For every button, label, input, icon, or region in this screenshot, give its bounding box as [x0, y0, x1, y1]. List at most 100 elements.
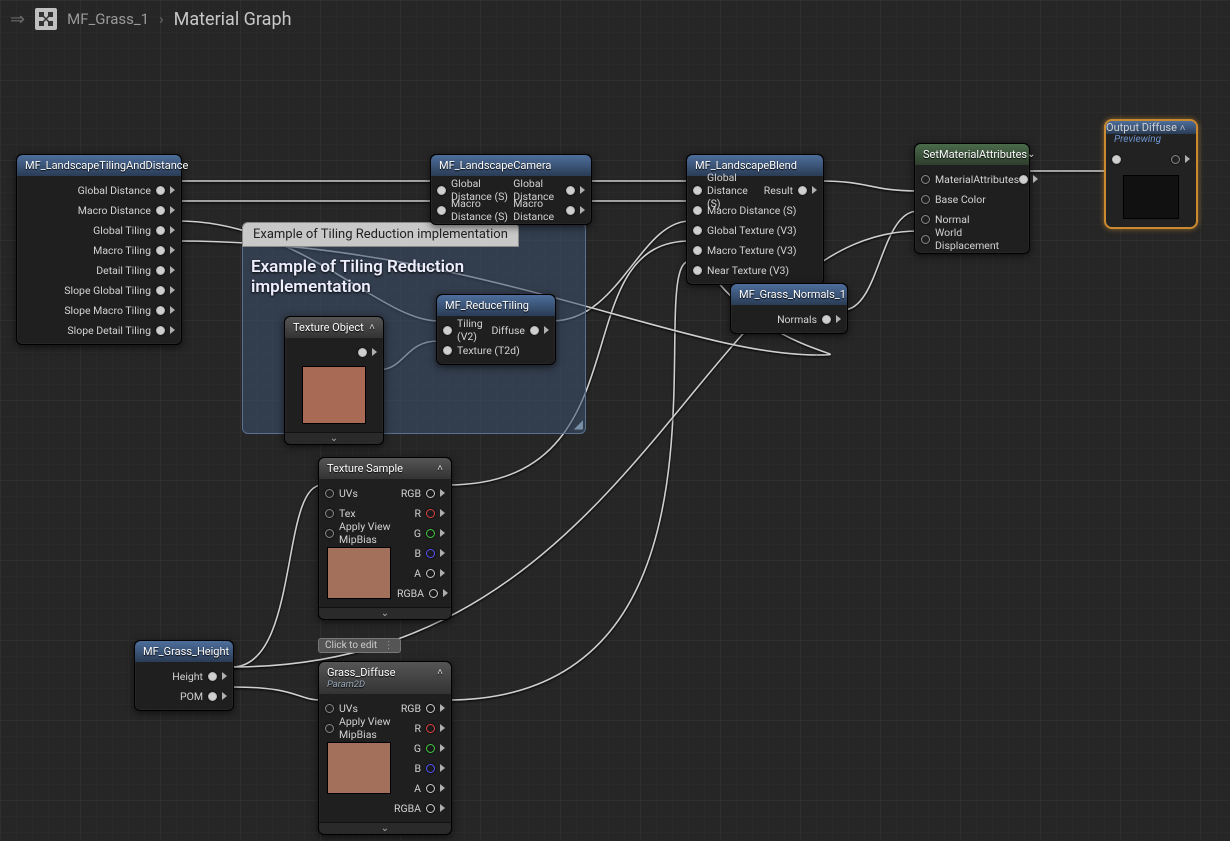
- collapse-toggle[interactable]: ⌄: [285, 432, 383, 444]
- texture-preview[interactable]: [327, 742, 391, 794]
- node-header[interactable]: Texture Object ˄: [285, 317, 383, 338]
- pin-row: G: [391, 738, 451, 758]
- back-arrow-icon[interactable]: ⇒: [10, 9, 25, 30]
- chevron-down-icon[interactable]: ⌄: [1027, 149, 1035, 160]
- input-pin[interactable]: Macro Texture (V3): [693, 244, 797, 257]
- output-pin[interactable]: Height: [172, 670, 227, 683]
- pin-label: POM: [180, 690, 203, 703]
- output-pin[interactable]: RGBA: [394, 802, 445, 815]
- output-pin[interactable]: Macro Distance: [78, 204, 175, 217]
- collapse-toggle[interactable]: ⌄: [319, 607, 451, 619]
- input-pin[interactable]: Macro Distance (S): [437, 197, 513, 223]
- output-pin[interactable]: [1171, 155, 1190, 164]
- node-header[interactable]: MF_LandscapeCamera: [431, 155, 591, 176]
- node-texture-sample[interactable]: Texture Sample ˄ UVs RGB Tex RApply View Mi…: [318, 457, 452, 620]
- output-pin[interactable]: B: [414, 762, 445, 775]
- node-title: MF_Grass_Normals_1: [739, 288, 846, 301]
- node-title: Output Diffuse: [1106, 121, 1177, 134]
- input-pin[interactable]: UVs: [325, 487, 358, 500]
- output-pin[interactable]: [1019, 175, 1038, 184]
- input-pin[interactable]: [1112, 155, 1121, 164]
- node-grass-normals[interactable]: MF_Grass_Normals_1 Normals: [730, 283, 848, 334]
- pin-label: Apply View MipBias: [339, 520, 414, 546]
- output-pin[interactable]: RGB: [401, 487, 445, 500]
- pin-row: Texture (T2d): [437, 340, 555, 360]
- node-reduce-tiling[interactable]: MF_ReduceTiling Tiling (V2)Diffuse Textur…: [436, 294, 556, 365]
- output-pin[interactable]: G: [414, 527, 445, 540]
- output-pin[interactable]: A: [414, 782, 445, 795]
- node-texture-object[interactable]: Texture Object ˄ ⌄: [284, 316, 384, 445]
- output-pin[interactable]: RGBA: [397, 587, 448, 600]
- input-pin[interactable]: Near Texture (V3): [693, 264, 789, 277]
- collapse-toggle[interactable]: ⌄: [319, 822, 451, 834]
- node-header[interactable]: Texture Sample ˄: [319, 458, 451, 479]
- chevron-up-icon[interactable]: ˄: [1180, 123, 1186, 134]
- output-pin[interactable]: B: [414, 547, 445, 560]
- node-set-material-attributes[interactable]: SetMaterialAttributes ⌄ MaterialAttribut…: [914, 143, 1030, 254]
- pin-label: Tex: [339, 507, 356, 520]
- input-pin[interactable]: Texture (T2d): [443, 344, 520, 357]
- input-pin[interactable]: Global Texture (V3): [693, 224, 797, 237]
- output-pin[interactable]: R: [415, 507, 445, 520]
- output-pin[interactable]: POM: [180, 690, 227, 703]
- node-landscape-blend[interactable]: MF_LandscapeBlend Global Distance (S)Res…: [686, 154, 824, 285]
- breadcrumb: ⇒ MF_Grass_1 › Material Graph: [10, 8, 292, 30]
- output-pin[interactable]: Global Tiling: [93, 224, 175, 237]
- pin-label: G: [414, 742, 421, 755]
- node-header[interactable]: SetMaterialAttributes ⌄: [915, 144, 1029, 165]
- node-header[interactable]: Grass_Diffuse ˄ Param2D: [319, 662, 451, 694]
- node-header[interactable]: MF_LandscapeTilingAndDistance: [17, 155, 181, 176]
- output-pin[interactable]: Global Distance: [78, 184, 175, 197]
- output-pin[interactable]: Diffuse: [491, 324, 549, 337]
- output-pin[interactable]: Slope Macro Tiling: [64, 304, 175, 317]
- chevron-up-icon[interactable]: ˄: [369, 322, 375, 333]
- input-pin[interactable]: Tiling (V2): [443, 317, 491, 343]
- breadcrumb-asset[interactable]: MF_Grass_1: [67, 10, 149, 28]
- input-pin[interactable]: Macro Distance (S): [693, 204, 796, 217]
- node-header[interactable]: MF_ReduceTiling: [437, 295, 555, 316]
- pin-label: B: [414, 762, 421, 775]
- output-pin[interactable]: R: [415, 722, 445, 735]
- input-pin[interactable]: Base Color: [921, 193, 986, 206]
- chevron-up-icon[interactable]: ˄: [437, 667, 443, 678]
- output-pin[interactable]: [358, 348, 377, 357]
- output-pin[interactable]: Normals: [777, 313, 841, 326]
- output-pin[interactable]: Result: [764, 184, 817, 197]
- rename-tag[interactable]: Click to edit ⋮: [318, 638, 401, 653]
- output-pin[interactable]: Slope Global Tiling: [64, 284, 175, 297]
- output-pin[interactable]: A: [414, 567, 445, 580]
- input-pin[interactable]: Apply View MipBias: [325, 715, 415, 741]
- output-pin[interactable]: RGB: [401, 702, 445, 715]
- node-grass-diffuse[interactable]: Grass_Diffuse ˄ Param2D UVsRGBApply View…: [318, 661, 452, 835]
- node-body: MaterialAttributes Base Color NormalWorld …: [915, 165, 1029, 253]
- input-pin[interactable]: Apply View MipBias: [325, 520, 414, 546]
- input-pin[interactable]: UVs: [325, 702, 358, 715]
- node-grass-height[interactable]: MF_Grass_Height Height POM: [134, 640, 234, 711]
- output-pin[interactable]: G: [414, 742, 445, 755]
- asset-icon[interactable]: [35, 8, 57, 30]
- input-pin[interactable]: Tex: [325, 507, 356, 520]
- node-header[interactable]: MF_Grass_Normals_1: [731, 284, 847, 305]
- pin-row: A: [391, 778, 451, 798]
- resize-handle-icon[interactable]: ◢: [574, 417, 583, 431]
- comment-tag[interactable]: Example of Tiling Reduction implementati…: [242, 222, 519, 247]
- pin-label: World Displacement: [935, 226, 1023, 252]
- chevron-up-icon[interactable]: ˄: [437, 463, 443, 474]
- node-output-diffuse[interactable]: Output Diffuse ˄ Previewing: [1104, 119, 1198, 229]
- output-pin[interactable]: Macro Distance: [513, 197, 585, 223]
- node-header[interactable]: MF_Grass_Height: [135, 641, 233, 662]
- node-header[interactable]: Output Diffuse ˄: [1106, 121, 1196, 134]
- output-pin[interactable]: Detail Tiling: [96, 264, 175, 277]
- texture-preview[interactable]: [302, 366, 366, 424]
- input-pin[interactable]: World Displacement: [921, 226, 1023, 252]
- pin-label: Slope Macro Tiling: [64, 304, 151, 317]
- output-pin[interactable]: Macro Tiling: [93, 244, 175, 257]
- output-pin[interactable]: Slope Detail Tiling: [67, 324, 175, 337]
- node-landscape-camera[interactable]: MF_LandscapeCamera Global Distance (S)Gl…: [430, 154, 592, 225]
- node-body: Global Distance (S)ResultMacro Distance …: [687, 176, 823, 284]
- input-pin[interactable]: Normal: [921, 213, 970, 226]
- node-tiling-and-distance[interactable]: MF_LandscapeTilingAndDistance Global Dis…: [16, 154, 182, 345]
- pin-label: Slope Detail Tiling: [67, 324, 151, 337]
- texture-preview[interactable]: [327, 547, 391, 599]
- input-pin[interactable]: MaterialAttributes: [921, 173, 1019, 186]
